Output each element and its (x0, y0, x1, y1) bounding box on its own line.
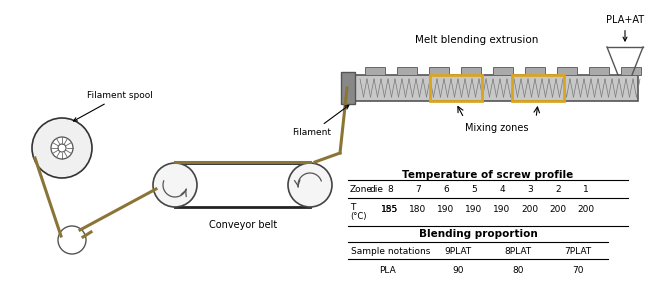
Text: 7: 7 (415, 185, 421, 194)
Circle shape (58, 226, 86, 254)
Text: Sample notations: Sample notations (351, 246, 430, 255)
Text: PLA: PLA (379, 266, 397, 275)
Text: 70: 70 (572, 266, 583, 275)
Text: 80: 80 (512, 266, 524, 275)
Circle shape (58, 144, 66, 152)
Text: 200: 200 (521, 205, 539, 214)
Text: Temperature of screw profile: Temperature of screw profile (403, 170, 574, 180)
Text: 180: 180 (409, 205, 426, 214)
Text: Melt blending extrusion: Melt blending extrusion (415, 35, 538, 45)
Text: 8: 8 (387, 185, 393, 194)
Text: 90: 90 (452, 266, 464, 275)
Text: 155: 155 (381, 205, 399, 214)
Bar (621, 67, 641, 75)
Text: 190: 190 (494, 205, 511, 214)
Text: die: die (369, 185, 383, 194)
Text: 200: 200 (549, 205, 566, 214)
Text: 9PLAT: 9PLAT (444, 246, 471, 255)
Text: Filament spool: Filament spool (73, 91, 153, 121)
Text: 200: 200 (578, 205, 595, 214)
Bar (589, 67, 609, 75)
Bar (430, 75, 482, 101)
Bar (512, 75, 564, 101)
Circle shape (288, 163, 332, 207)
Text: Mixing zones: Mixing zones (465, 123, 529, 133)
Text: 185: 185 (381, 205, 399, 214)
Bar (429, 67, 449, 75)
Text: 3: 3 (527, 185, 533, 194)
Circle shape (32, 118, 92, 178)
Text: (°C): (°C) (350, 212, 366, 221)
Text: 190: 190 (465, 205, 482, 214)
Text: 7PLAT: 7PLAT (564, 246, 591, 255)
Text: PLA+AT: PLA+AT (606, 15, 644, 41)
Text: 2: 2 (555, 185, 561, 194)
Bar (557, 67, 577, 75)
Bar (525, 67, 545, 75)
Text: 4: 4 (499, 185, 505, 194)
Circle shape (153, 163, 197, 207)
Text: Blending proportion: Blending proportion (418, 229, 537, 239)
Text: Filament: Filament (292, 105, 348, 137)
Text: 190: 190 (438, 205, 455, 214)
Text: T: T (350, 203, 355, 212)
Bar (341, 72, 355, 104)
Bar (461, 67, 481, 75)
Bar (493, 67, 513, 75)
Text: 1: 1 (583, 185, 589, 194)
Text: 5: 5 (471, 185, 477, 194)
Text: 6: 6 (443, 185, 449, 194)
Bar (397, 67, 417, 75)
Circle shape (51, 137, 73, 159)
Text: 8PLAT: 8PLAT (504, 246, 531, 255)
Text: Conveyor belt: Conveyor belt (209, 220, 277, 230)
Text: Zone: Zone (350, 185, 373, 194)
Bar (355, 75, 638, 101)
Bar (365, 67, 385, 75)
